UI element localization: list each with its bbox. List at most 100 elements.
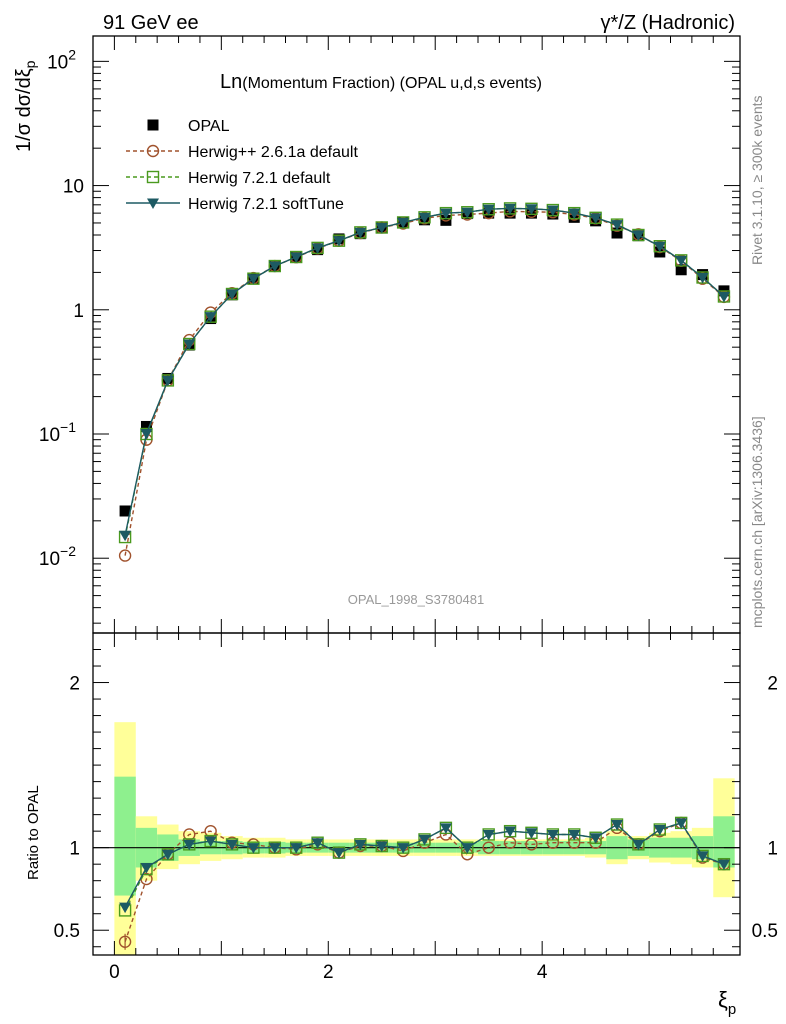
- mc-point-softtune: [504, 203, 517, 215]
- mc-point-softtune: [696, 272, 709, 284]
- mc-point-softtune: [653, 825, 666, 836]
- ratio-panel-frame: [92, 632, 741, 956]
- mc-point-softtune: [161, 849, 174, 861]
- mc-point-softtune: [268, 843, 281, 854]
- mc-point-softtune: [461, 207, 474, 219]
- mc-point-softtune: [332, 848, 345, 859]
- mc-point-softtune: [717, 859, 730, 871]
- legend-label-data: OPAL: [188, 118, 230, 135]
- ratio-y-tick-label-left: 0.5: [54, 921, 80, 942]
- legend: OPAL Herwig++ 2.6.1a default Herwig 7.2.1 …: [126, 118, 358, 213]
- legend-label-herwigpp: Herwig++ 2.6.1a default: [188, 144, 358, 161]
- ratio-y-tick-label-left: 1: [69, 839, 80, 860]
- mc-point-softtune: [717, 291, 730, 303]
- mc-point-softtune: [589, 213, 602, 224]
- ratio-y-tick-label-right: 1: [767, 839, 778, 860]
- ratio-y-tick-label-right: 2: [767, 674, 778, 695]
- mc-point-softtune: [268, 261, 281, 273]
- x-tick-label: 2: [323, 962, 334, 983]
- mc-point-softtune: [119, 902, 132, 914]
- mc-point-softtune: [653, 241, 666, 253]
- mc-point-softtune: [375, 222, 388, 234]
- mc-point-softtune: [397, 217, 410, 229]
- mc-point-softtune: [290, 252, 303, 264]
- mc-point-softtune: [439, 823, 452, 834]
- analysis-watermark: OPAL_1998_S3780481: [348, 592, 484, 607]
- data-point-opal: [140, 420, 152, 432]
- mc-point-softtune: [354, 839, 367, 851]
- mc-point-softtune: [675, 255, 688, 267]
- mc-point-softtune: [375, 841, 388, 853]
- main-series-herwig721: [118, 202, 731, 544]
- mc-point-softtune: [183, 339, 196, 351]
- main-y-tick-label: 102: [47, 46, 76, 73]
- legend-entry-data: OPAL: [147, 118, 230, 135]
- legend-label-softtune: Herwig 7.2.1 softTune: [188, 196, 344, 213]
- mc-point-softtune: [696, 851, 709, 862]
- main-line-herwig721: [124, 207, 725, 538]
- mc-point-softtune: [311, 838, 324, 849]
- main-y-axis-title: 1/σ dσ/dξp: [13, 60, 38, 152]
- header-process-label: γ*/Z (Hadronic): [601, 12, 735, 34]
- mc-point-herwigpp: [118, 549, 132, 562]
- plot-title-main: Ln: [220, 71, 242, 93]
- mc-point-softtune: [418, 834, 431, 846]
- main-y-tick-label: 10−2: [39, 543, 76, 570]
- mc-point-herwig721: [140, 427, 153, 441]
- x-tick-label: 0: [109, 962, 120, 983]
- ratio-y-tick-label-left: 2: [69, 674, 80, 695]
- plot-title-rest: (Momentum Fraction) (OPAL u,d,s events): [242, 75, 542, 92]
- mc-point-softtune: [568, 208, 581, 220]
- ratio-band-inner: [713, 816, 735, 868]
- mc-point-softtune: [611, 820, 624, 831]
- mc-point-softtune: [482, 829, 495, 841]
- mc-point-softtune: [226, 289, 239, 300]
- mc-point-softtune: [290, 843, 303, 854]
- main-y-tick-label: 10−1: [39, 419, 76, 446]
- series-layer: [118, 202, 731, 950]
- main-series-softtune: [119, 203, 730, 542]
- mc-point-softtune: [461, 843, 474, 854]
- main-series-data: [119, 207, 730, 517]
- ratio-y-tick-label-right: 0.5: [752, 921, 778, 942]
- mc-point-softtune: [311, 243, 324, 254]
- main-line-herwigpp: [124, 210, 725, 556]
- mc-point-softtune: [568, 829, 581, 841]
- mc-point-softtune: [247, 274, 260, 285]
- mc-point-softtune: [183, 839, 196, 851]
- x-tick-label: 4: [537, 962, 548, 983]
- mc-point-softtune: [632, 839, 645, 851]
- mc-point-softtune: [675, 818, 688, 829]
- mc-point-softtune: [332, 236, 345, 247]
- axes-layer: 0 2 4 10−2 10−1 1 10 102 0.5 0.5 1 1 2 2: [39, 35, 778, 983]
- legend-entry-softtune: Herwig 7.2.1 softTune: [126, 196, 344, 213]
- header-energy-label: 91 GeV ee: [103, 12, 199, 34]
- legend-entry-herwig721: Herwig 7.2.1 default: [126, 170, 331, 187]
- data-point-opal: [147, 119, 159, 131]
- main-y-tick-label: 10: [63, 177, 84, 198]
- mc-point-herwig721: [146, 170, 160, 184]
- mc-point-softtune: [247, 843, 260, 854]
- mc-point-softtune: [140, 862, 153, 874]
- data-point-opal: [611, 227, 623, 239]
- data-point-opal: [675, 264, 687, 276]
- mc-point-softtune: [589, 833, 602, 844]
- mc-point-softtune: [418, 212, 431, 224]
- main-y-tick-label: 1: [73, 301, 84, 322]
- main-line-softtune: [124, 207, 725, 536]
- mc-point-softtune: [204, 836, 217, 848]
- mc-point-softtune: [482, 204, 495, 216]
- mc-point-softtune: [226, 839, 239, 851]
- mc-point-softtune: [119, 530, 132, 542]
- mc-point-softtune: [504, 826, 517, 838]
- legend-label-herwig721: Herwig 7.2.1 default: [188, 170, 331, 187]
- mc-point-softtune: [546, 205, 559, 217]
- plot-title: Ln(Momentum Fraction) (OPAL u,d,s events…: [220, 71, 542, 93]
- ratio-band-inner: [114, 776, 136, 896]
- main-series-herwigpp: [118, 205, 731, 562]
- ratio-series-softtune: [119, 818, 730, 914]
- mc-point-softtune: [525, 204, 538, 215]
- x-axis-title: ξp: [718, 987, 736, 1018]
- mc-point-herwigpp: [482, 841, 495, 854]
